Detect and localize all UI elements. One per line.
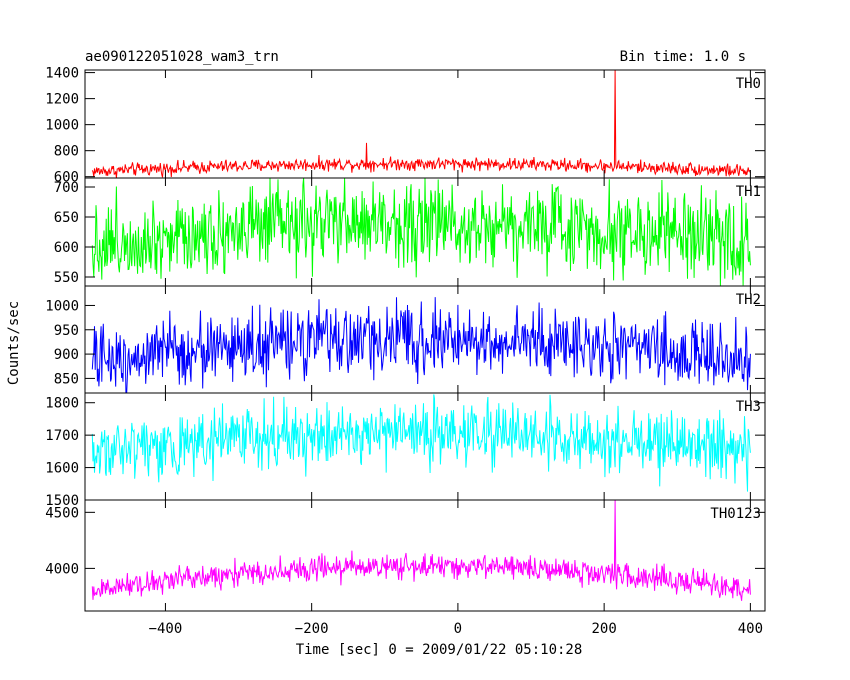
y-tick-label: 900 <box>54 347 79 363</box>
y-tick-label: 950 <box>54 323 79 339</box>
chart-title-left: ae090122051028_wam3_trn <box>85 49 279 65</box>
x-tick-label: 0 <box>454 621 462 637</box>
panel-label-th2: TH2 <box>736 292 761 308</box>
y-tick-label: 1000 <box>45 118 79 134</box>
y-tick-label: 600 <box>54 170 79 186</box>
panel-frame <box>84 285 766 394</box>
x-tick-label: 200 <box>591 621 616 637</box>
panel-th0123: 4000 4500 TH0123 <box>45 499 766 612</box>
y-tick-label: 1600 <box>45 461 79 477</box>
series-line-th2 <box>91 297 751 393</box>
panel-frame <box>84 499 766 612</box>
panel-label-th0123: TH0123 <box>710 506 761 522</box>
series-line-th0 <box>91 70 751 178</box>
y-tick-label: 1500 <box>45 493 79 509</box>
panel-th3: 1500 1600 1700 1800 TH3 <box>45 392 766 509</box>
x-tick-label: 400 <box>738 621 763 637</box>
series-line-th3 <box>91 394 751 492</box>
panel-th2: 850 900 950 1000 TH2 <box>45 285 766 394</box>
y-tick-label: 4000 <box>45 561 79 577</box>
x-tick-label: −200 <box>295 621 329 637</box>
series-line-th1 <box>91 178 751 286</box>
panel-frame <box>84 69 766 179</box>
y-tick-label: 850 <box>54 371 79 387</box>
y-tick-label: 4500 <box>45 505 79 521</box>
y-tick-label: 1200 <box>45 92 79 108</box>
chart-title-right: Bin time: 1.0 s <box>620 49 746 65</box>
panels-group: 600 800 1000 1200 1400 TH0 550 600 650 700 TH1 850 9… <box>45 66 766 637</box>
y-tick-label: 550 <box>54 270 79 286</box>
y-axis-label: Counts/sec <box>6 301 22 385</box>
panel-label-th0: TH0 <box>736 76 761 92</box>
panel-th1: 550 600 650 700 TH1 <box>54 177 766 287</box>
x-tick-label: −400 <box>149 621 183 637</box>
series-line-th0123 <box>91 500 751 601</box>
panel-label-th3: TH3 <box>736 399 761 415</box>
y-tick-label: 1700 <box>45 428 79 444</box>
panel-label-th1: TH1 <box>736 184 761 200</box>
x-axis-label: Time [sec] 0 = 2009/01/22 05:10:28 <box>296 642 583 658</box>
y-tick-label: 800 <box>54 144 79 160</box>
y-tick-label: 700 <box>54 180 79 196</box>
panel-th0: 600 800 1000 1200 1400 TH0 <box>45 66 766 186</box>
y-tick-label: 1800 <box>45 396 79 412</box>
y-tick-label: 650 <box>54 210 79 226</box>
y-tick-label: 600 <box>54 240 79 256</box>
y-tick-label: 1400 <box>45 66 79 82</box>
y-tick-label: 1000 <box>45 298 79 314</box>
